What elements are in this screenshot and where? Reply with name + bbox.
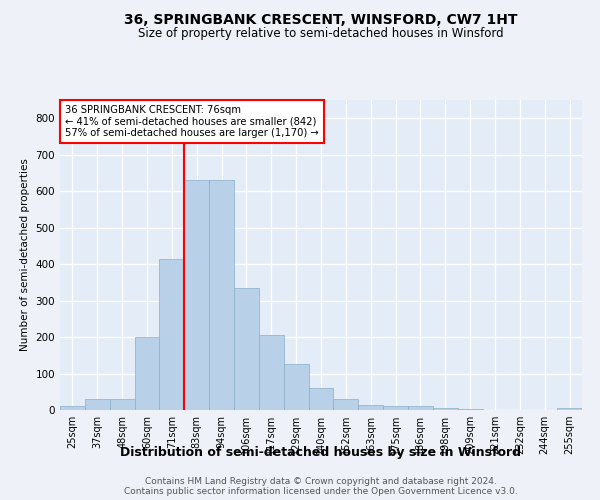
Bar xyxy=(458,409,482,410)
Bar xyxy=(284,364,308,410)
Bar xyxy=(85,399,110,410)
Bar xyxy=(433,408,458,410)
Bar xyxy=(259,335,284,410)
Bar xyxy=(334,399,358,410)
Text: Contains public sector information licensed under the Open Government Licence v3: Contains public sector information licen… xyxy=(124,486,518,496)
Bar xyxy=(184,180,209,410)
Y-axis label: Number of semi-detached properties: Number of semi-detached properties xyxy=(20,158,30,352)
Bar xyxy=(234,288,259,410)
Bar xyxy=(134,337,160,410)
Text: 36 SPRINGBANK CRESCENT: 76sqm
← 41% of semi-detached houses are smaller (842)
57: 36 SPRINGBANK CRESCENT: 76sqm ← 41% of s… xyxy=(65,104,319,138)
Text: 36, SPRINGBANK CRESCENT, WINSFORD, CW7 1HT: 36, SPRINGBANK CRESCENT, WINSFORD, CW7 1… xyxy=(124,12,518,26)
Bar xyxy=(160,258,184,410)
Bar xyxy=(110,399,134,410)
Bar xyxy=(308,388,334,410)
Bar xyxy=(209,180,234,410)
Bar xyxy=(408,406,433,410)
Bar xyxy=(358,404,383,410)
Text: Contains HM Land Registry data © Crown copyright and database right 2024.: Contains HM Land Registry data © Crown c… xyxy=(145,476,497,486)
Bar xyxy=(383,406,408,410)
Text: Distribution of semi-detached houses by size in Winsford: Distribution of semi-detached houses by … xyxy=(121,446,521,459)
Bar xyxy=(557,408,582,410)
Bar xyxy=(60,406,85,410)
Text: Size of property relative to semi-detached houses in Winsford: Size of property relative to semi-detach… xyxy=(138,28,504,40)
